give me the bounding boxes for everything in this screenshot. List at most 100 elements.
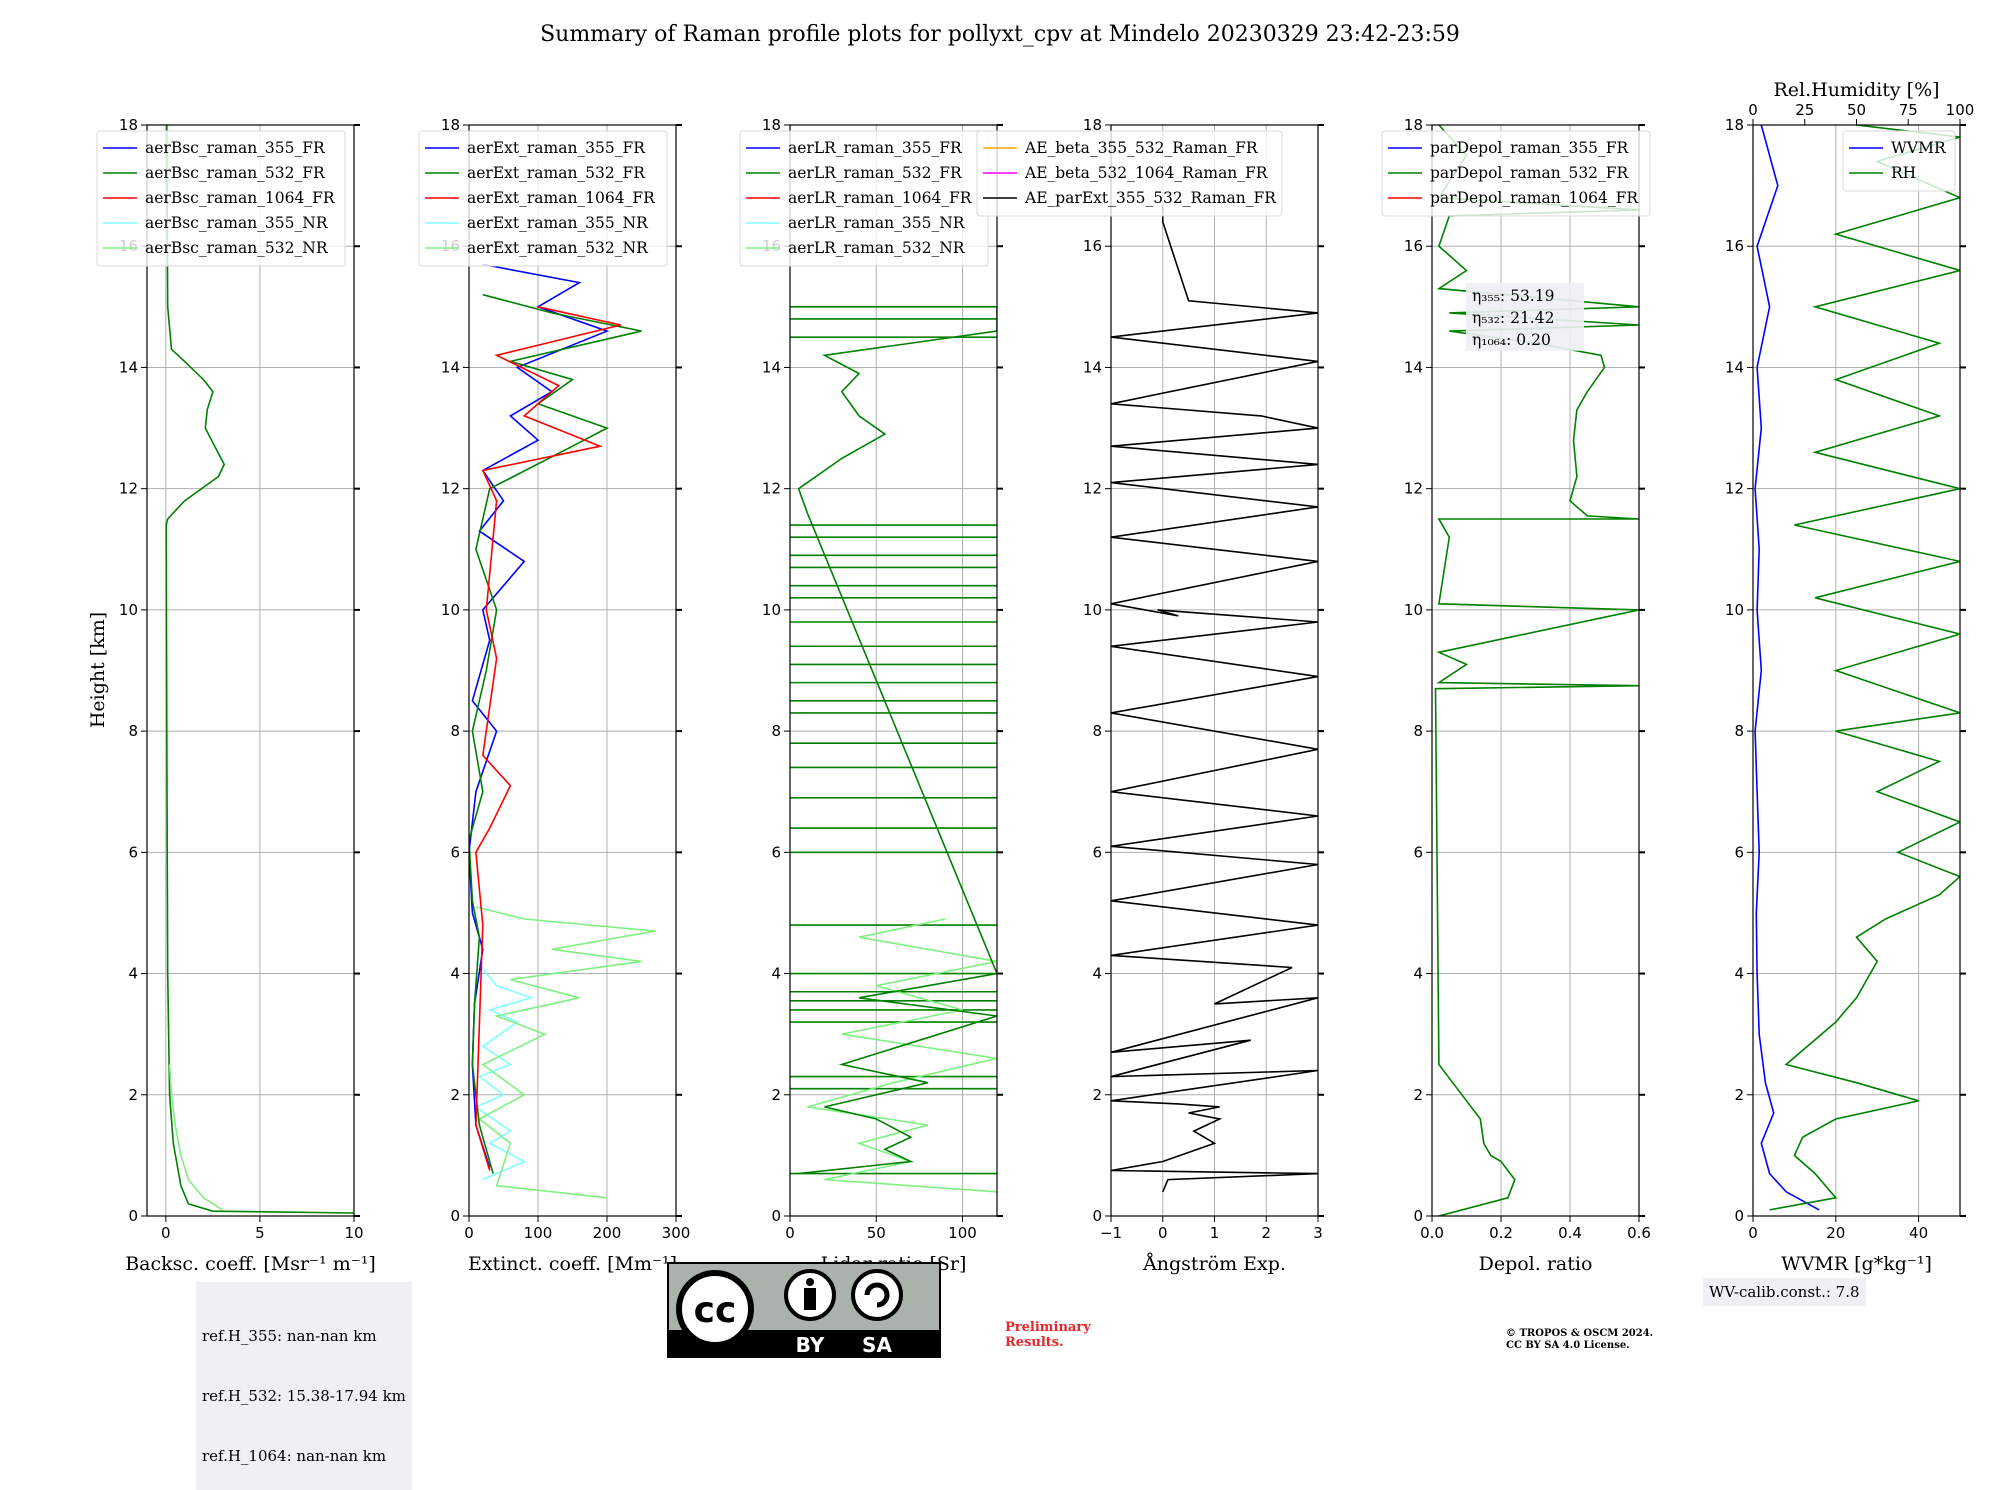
legend-entry: aerLR_raman_532_FR xyxy=(788,164,963,182)
y-tick-label: 6 xyxy=(771,843,781,861)
series-parDepol_raman_532_FR xyxy=(1434,125,1639,1216)
ref-height-532: ref.H_532: 15.38-17.94 km xyxy=(202,1387,406,1405)
x-tick-label: 0.2 xyxy=(1489,1224,1513,1242)
x-tick-label: −1 xyxy=(1100,1224,1122,1242)
legend-entry: aerExt_raman_1064_FR xyxy=(467,189,656,207)
y-tick-label: 8 xyxy=(1413,722,1423,740)
eta-annotation: η₅₃₂: 21.42 xyxy=(1472,309,1554,327)
cc-by-label: BY xyxy=(796,1333,825,1357)
x-tick-label: 1 xyxy=(1210,1224,1220,1242)
legend-entry: aerLR_raman_1064_FR xyxy=(788,189,973,207)
x-tick-label: 0 xyxy=(785,1224,795,1242)
y-tick-label: 2 xyxy=(1092,1086,1102,1104)
legend-entry: parDepol_raman_532_FR xyxy=(1430,164,1630,182)
copyright-note: © TROPOS & OSCM 2024. CC BY SA 4.0 Licen… xyxy=(1506,1328,1653,1352)
legend-entry: aerLR_raman_355_NR xyxy=(788,214,966,232)
axes-frame xyxy=(789,124,998,1217)
wv-calib-box: WV-calib.const.: 7.8 xyxy=(1703,1278,1866,1306)
eta-annotation: η₁₀₆₄: 0.20 xyxy=(1472,331,1551,349)
panel-3: 024681012141618050100Lidar ratio [Sr]aer… xyxy=(739,116,1003,1275)
series-aerExt_raman_355_NR xyxy=(474,960,534,1181)
y-tick-label: 2 xyxy=(771,1086,781,1104)
legend-box xyxy=(418,130,668,267)
y-tick-label: 18 xyxy=(1725,116,1744,134)
data-group xyxy=(165,125,354,1214)
legend-entry: AE_beta_355_532_Raman_FR xyxy=(1024,139,1259,157)
ref-height-355: ref.H_355: nan-nan km xyxy=(202,1327,377,1345)
y-tick-label: 0 xyxy=(1734,1207,1744,1225)
y-tick-label: 6 xyxy=(450,843,460,861)
legend-entry: parDepol_raman_1064_FR xyxy=(1430,189,1639,207)
y-tick-label: 8 xyxy=(450,722,460,740)
legend-box xyxy=(1381,130,1651,217)
y-tick-label: 14 xyxy=(119,358,138,376)
y-axis-label: Height [km] xyxy=(87,612,109,728)
y-tick-label: 0 xyxy=(1092,1207,1102,1225)
y-tick-label: 10 xyxy=(441,601,460,619)
series-WVMR xyxy=(1754,125,1820,1211)
series-aerBsc_raman_532_NR xyxy=(168,1064,223,1211)
x-tick-label: 200 xyxy=(593,1224,622,1242)
y-tick-label: 4 xyxy=(1092,965,1102,983)
y-tick-label: 2 xyxy=(1413,1086,1423,1104)
y-tick-label: 4 xyxy=(1413,965,1423,983)
x-tick-label: 0 xyxy=(1158,1224,1168,1242)
legend: aerExt_raman_355_FR aerExt_raman_532_FRae… xyxy=(418,130,668,267)
legend-entry: aerExt_raman_355_NR xyxy=(467,214,649,232)
x-tick-label: 10 xyxy=(344,1224,363,1242)
axes-frame xyxy=(1752,124,1961,1217)
y-tick-label: 10 xyxy=(119,601,138,619)
y-tick-label: 18 xyxy=(119,116,138,134)
y-tick-label: 16 xyxy=(1404,237,1423,255)
y-tick-label: 0 xyxy=(450,1207,460,1225)
axes-frame xyxy=(146,124,355,1217)
x-tick-label: 40 xyxy=(1909,1224,1928,1242)
eta-annotation: η₃₅₅: 53.19 xyxy=(1472,287,1554,305)
y-tick-label: 6 xyxy=(1734,843,1744,861)
y-tick-label: 4 xyxy=(1734,965,1744,983)
x-tick-label: 0.4 xyxy=(1558,1224,1582,1242)
x-axis-label: Ångström Exp. xyxy=(1142,1253,1286,1275)
y-tick-label: 2 xyxy=(450,1086,460,1104)
x-tick-label: 100 xyxy=(524,1224,553,1242)
y-tick-label: 0 xyxy=(1413,1207,1423,1225)
ref-height-1064: ref.H_1064: nan-nan km xyxy=(202,1447,387,1465)
x-axis-label: Depol. ratio xyxy=(1479,1253,1593,1275)
top-tick-label: 25 xyxy=(1795,101,1814,119)
x-tick-label: 2 xyxy=(1261,1224,1271,1242)
legend-entry: aerBsc_raman_355_NR xyxy=(145,214,329,232)
y-tick-label: 12 xyxy=(762,480,781,498)
preliminary-note: Preliminary Results. xyxy=(1005,1320,1091,1350)
y-tick-label: 12 xyxy=(1725,480,1744,498)
series-aerExt_raman_532_NR xyxy=(475,906,656,1199)
y-tick-label: 12 xyxy=(441,480,460,498)
y-tick-label: 4 xyxy=(771,965,781,983)
x-axis-label: Extinct. coeff. [Mm⁻¹] xyxy=(468,1253,677,1275)
x-axis-label: Backsc. coeff. [Msr⁻¹ m⁻¹] xyxy=(125,1253,376,1275)
x-tick-label: 300 xyxy=(662,1224,691,1242)
y-tick-label: 12 xyxy=(1083,480,1102,498)
profile-plots: 0246810121416180510Backsc. coeff. [Msr⁻¹… xyxy=(87,79,1974,1275)
y-tick-label: 6 xyxy=(1413,843,1423,861)
x-tick-label: 0 xyxy=(464,1224,474,1242)
legend-entry: parDepol_raman_355_FR xyxy=(1430,139,1630,157)
axes-frame xyxy=(1431,124,1640,1217)
page-title: Summary of Raman profile plots for polly… xyxy=(540,22,1460,47)
y-tick-label: 6 xyxy=(128,843,138,861)
x-tick-label: 0 xyxy=(1748,1224,1758,1242)
y-tick-label: 14 xyxy=(1725,358,1744,376)
y-tick-label: 14 xyxy=(1083,358,1102,376)
legend-entry: aerExt_raman_532_FR xyxy=(467,164,646,182)
y-tick-label: 8 xyxy=(1734,722,1744,740)
x-tick-label: 3 xyxy=(1313,1224,1323,1242)
data-group xyxy=(1754,125,1960,1211)
x-tick-label: 20 xyxy=(1826,1224,1845,1242)
y-tick-label: 12 xyxy=(119,480,138,498)
x-tick-label: 100 xyxy=(948,1224,977,1242)
cc-logo-letters: cc xyxy=(694,1290,737,1331)
top-tick-label: 75 xyxy=(1899,101,1918,119)
legend-entry: RH xyxy=(1891,164,1916,182)
preliminary-line-1: Preliminary xyxy=(1005,1320,1091,1335)
top-tick-label: 100 xyxy=(1946,101,1975,119)
